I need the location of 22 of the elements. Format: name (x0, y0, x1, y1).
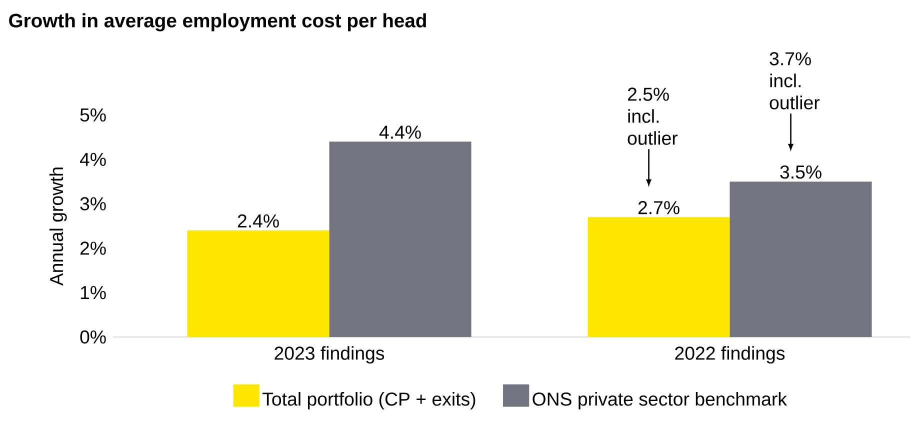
legend-label: Total portfolio (CP + exits) (262, 392, 476, 410)
y-tick-label: 1% (80, 286, 106, 300)
y-tick-label: 3% (80, 197, 106, 210)
bar (588, 217, 730, 337)
chart-title: Growth in average employment cost per head (9, 13, 426, 32)
bar (187, 230, 330, 337)
data-label: 2.7% (638, 201, 680, 214)
y-tick-label: 5% (80, 108, 106, 122)
data-label: 3.5% (780, 165, 822, 179)
bar (730, 182, 872, 337)
text: 3.7% incl. outlier (770, 52, 820, 110)
legend-label: ONS private sector benchmark (532, 392, 788, 410)
y-tick-label: 4% (80, 152, 106, 166)
y-tick-label: 0% (80, 330, 106, 344)
data-label: 2.4% (238, 214, 279, 228)
y-axis-title: Annual growth (49, 168, 67, 286)
data-label: 4.4% (379, 126, 421, 139)
y-tick-label: 2% (80, 242, 106, 255)
x-tick-label: 2022 findings (675, 346, 785, 364)
bar (329, 142, 472, 337)
annotation: 2.5% incl. outlier (628, 88, 678, 145)
x-tick-label: 2023 findings (274, 346, 384, 364)
